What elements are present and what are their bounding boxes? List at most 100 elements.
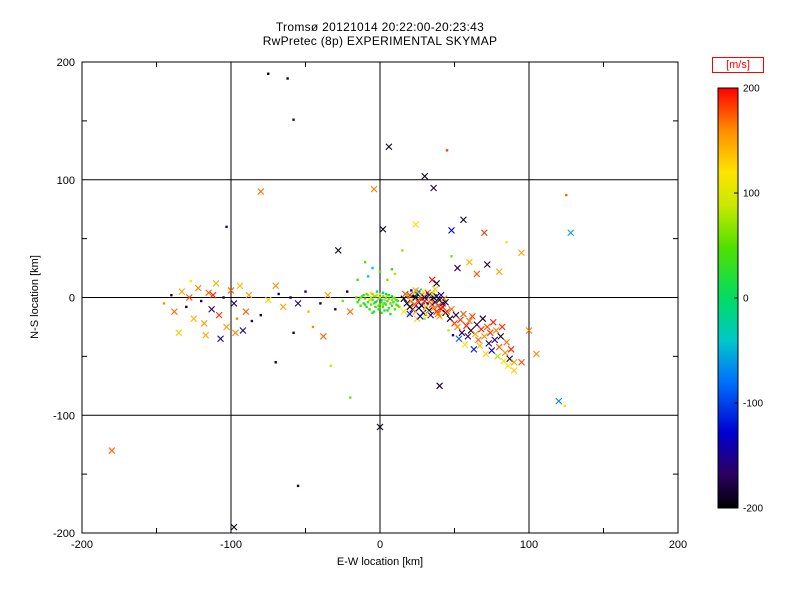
- scatter-point-cross: [466, 258, 473, 266]
- scatter-point-dot: [381, 295, 385, 298]
- scatter-point-cross: [510, 358, 518, 366]
- scatter-point-cross: [437, 291, 445, 299]
- scatter-point-cross: [467, 327, 475, 334]
- scatter-point-cross: [458, 329, 466, 337]
- scatter-point-dot: [371, 311, 374, 315]
- scatter-point-cross: [468, 312, 476, 320]
- scatter-point-dot: [447, 329, 450, 332]
- scatter-point-cross: [492, 327, 500, 334]
- scatter-point-cross: [457, 316, 464, 324]
- scatter-point-dot: [366, 275, 370, 278]
- scatter-point-dot: [411, 295, 414, 298]
- scatter-point-dot: [386, 293, 389, 297]
- scatter-point-cross: [555, 397, 563, 405]
- scatter-point-cross: [370, 185, 378, 193]
- scatter-point-dot: [162, 302, 166, 305]
- scatter-point-cross: [379, 225, 387, 233]
- scatter-point-cross: [495, 343, 503, 351]
- scatter-point-dot: [362, 302, 365, 305]
- scatter-point-dot: [377, 308, 380, 311]
- scatter-point-cross: [454, 323, 461, 331]
- scatter-point-cross: [442, 298, 449, 306]
- scatter-point-cross: [430, 184, 438, 192]
- scatter-point-dot: [363, 297, 367, 300]
- svg-text:100: 100: [57, 175, 75, 187]
- scatter-point-dot: [365, 292, 368, 296]
- scatter-point-cross: [434, 310, 442, 318]
- scatter-point-cross: [294, 299, 302, 307]
- scatter-point-dot: [274, 361, 277, 364]
- scatter-point-cross: [428, 276, 436, 284]
- scatter-point-cross: [427, 311, 435, 319]
- scatter-point-dot: [369, 303, 373, 306]
- x-axis-label: E-W location [km]: [336, 556, 424, 568]
- scatter-point-dot: [383, 302, 386, 305]
- plot-frame: [81, 61, 679, 534]
- scatter-point-dot: [359, 304, 362, 307]
- colorbar-gradient: [718, 88, 738, 508]
- scatter-point-cross: [212, 279, 220, 287]
- scatter-point-cross: [202, 331, 210, 339]
- scatter-point-cross: [279, 303, 287, 311]
- scatter-point-dot: [363, 303, 367, 306]
- scatter-point-cross: [376, 423, 384, 431]
- svg-text:0: 0: [743, 294, 749, 305]
- y-tick-labels: 200 100 0 -100 -200: [53, 57, 75, 540]
- scatter-point-dot: [189, 279, 192, 283]
- scatter-point-dot: [395, 298, 398, 302]
- scatter-point-dot: [407, 296, 410, 299]
- scatter-point-dot: [349, 396, 352, 399]
- scatter-point-cross: [346, 308, 354, 316]
- scatter-point-cross: [503, 338, 511, 346]
- scatter-point-dot: [357, 298, 361, 302]
- scatter-point-dot: [372, 295, 376, 298]
- scatter-point-dot: [389, 312, 392, 316]
- scatter-point-dot: [386, 299, 389, 303]
- scatter-point-dot: [356, 278, 359, 282]
- scatter-point-cross: [489, 318, 497, 326]
- scatter-point-dot: [250, 319, 254, 323]
- scatter-point-cross: [485, 340, 493, 347]
- scatter-point-dot: [375, 299, 379, 303]
- scatter-point-dot: [377, 304, 380, 307]
- scatter-point-cross: [175, 329, 183, 337]
- scatter-point-dot: [393, 297, 397, 300]
- scatter-point-cross: [236, 282, 244, 290]
- scatter-point-dot: [426, 302, 429, 305]
- scatter-point-cross: [433, 279, 441, 287]
- scatter-point-dot: [311, 325, 315, 329]
- scatter-point-cross: [443, 308, 451, 316]
- scatter-point-dot: [387, 293, 391, 297]
- scatter-point-dot: [362, 293, 365, 297]
- scatter-point-dot: [386, 278, 389, 282]
- y-axis-label: N-S location [km]: [29, 255, 41, 339]
- scatter-point-dot: [383, 298, 386, 302]
- scatter-point-cross: [454, 264, 461, 272]
- colorbar-units-label: [m/s]: [712, 57, 764, 73]
- svg-text:100: 100: [743, 189, 760, 200]
- scatter-point-dot: [319, 302, 322, 305]
- scatter-point-dot: [170, 293, 173, 297]
- scatter-point-dot: [378, 306, 382, 310]
- scatter-point-cross: [480, 332, 488, 340]
- scatter-point-cross: [518, 249, 525, 257]
- scatter-point-dot: [398, 305, 401, 309]
- scatter-point-cross: [480, 229, 488, 237]
- scatter-point-dot: [419, 297, 422, 300]
- scatter-point-cross: [205, 289, 213, 297]
- scatter-point-dot: [565, 193, 568, 197]
- scatter-point-dot: [365, 305, 368, 309]
- scatter-point-cross: [491, 336, 499, 344]
- scatter-point-dot: [378, 270, 382, 273]
- scatter-point-dot: [292, 331, 295, 335]
- scatter-point-dot: [381, 291, 385, 294]
- scatter-point-cross: [194, 284, 202, 292]
- scatter-point-dot: [366, 293, 370, 297]
- scatter-point-dot: [371, 298, 374, 302]
- scatter-point-dot: [289, 296, 292, 299]
- scatter-point-cross: [518, 358, 525, 366]
- scatter-point-dot: [390, 295, 394, 298]
- scatter-point-dot: [368, 298, 371, 302]
- scatter-point-cross: [431, 285, 439, 293]
- scatter-point-dot: [378, 296, 382, 299]
